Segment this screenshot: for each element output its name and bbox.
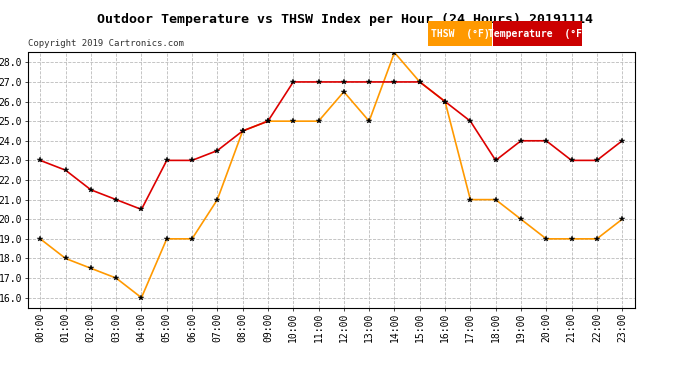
Text: Outdoor Temperature vs THSW Index per Hour (24 Hours) 20191114: Outdoor Temperature vs THSW Index per Ho…	[97, 13, 593, 26]
Text: Temperature  (°F): Temperature (°F)	[488, 28, 587, 39]
Text: Copyright 2019 Cartronics.com: Copyright 2019 Cartronics.com	[28, 39, 184, 48]
Text: THSW  (°F): THSW (°F)	[431, 28, 489, 39]
